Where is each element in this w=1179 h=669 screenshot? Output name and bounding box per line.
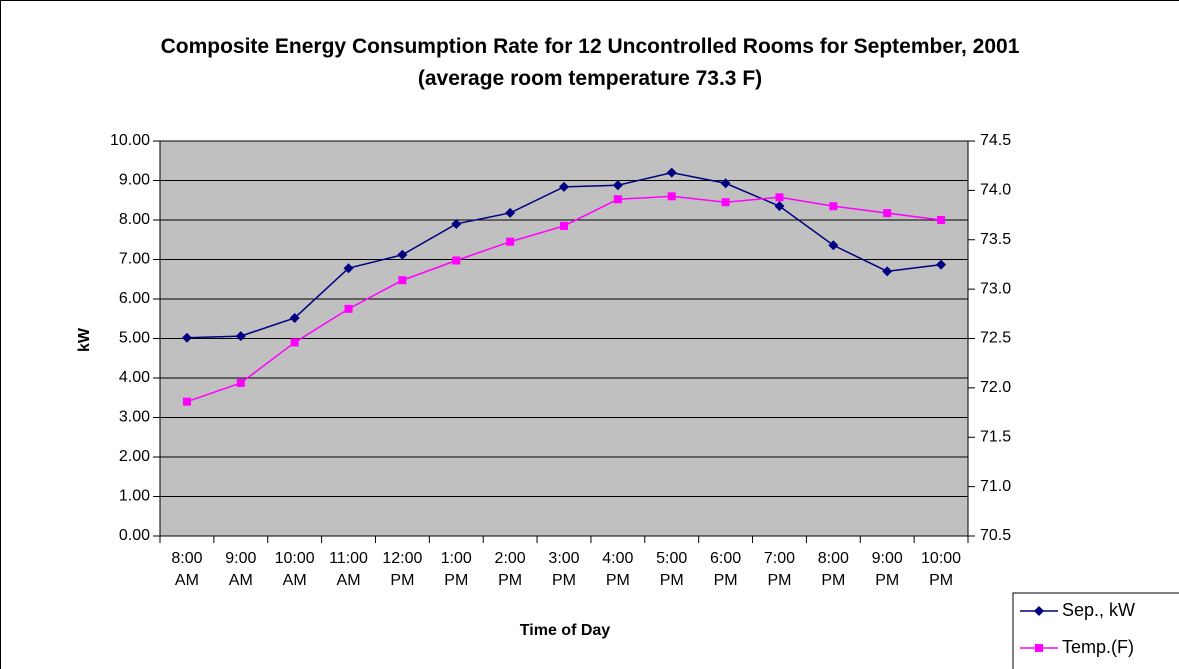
x-tick-label: 2:00 PM xyxy=(494,550,526,589)
x-tick-label: 11:00 AM xyxy=(329,550,368,589)
x-tick-label: 4:00 PM xyxy=(602,550,634,589)
data-point xyxy=(720,178,731,189)
y-tick-label: 4.00 xyxy=(119,369,150,386)
x-tick-label: 3:00 PM xyxy=(548,550,580,589)
y-tick-label: 6.00 xyxy=(119,290,150,307)
data-point xyxy=(667,192,676,201)
legend-label: Sep., kW xyxy=(1062,600,1135,620)
y2-tick-label: 70.5 xyxy=(980,527,1011,544)
data-point xyxy=(397,249,408,260)
y-tick-label: 2.00 xyxy=(119,448,150,465)
y-tick-label: 1.00 xyxy=(119,488,150,505)
data-point xyxy=(289,312,300,323)
data-point xyxy=(666,167,677,178)
x-axis-title: Time of Day xyxy=(520,622,611,639)
y-tick-label: 10.00 xyxy=(110,132,150,149)
y2-tick-label: 71.5 xyxy=(980,428,1011,445)
data-point xyxy=(290,338,299,347)
data-point xyxy=(883,209,892,218)
legend-box xyxy=(1012,592,1179,669)
x-tick-label: 5:00 PM xyxy=(656,550,688,589)
data-point xyxy=(181,332,192,343)
x-tick-label: 10:00 PM xyxy=(921,550,962,589)
data-point xyxy=(612,180,623,191)
data-point xyxy=(936,259,947,270)
x-tick-label: 8:00 PM xyxy=(817,550,849,589)
data-point xyxy=(559,181,569,192)
y-tick-label: 0.00 xyxy=(119,527,150,544)
y-tick-label: 8.00 xyxy=(119,211,150,228)
data-point xyxy=(452,256,461,265)
data-point xyxy=(829,202,838,211)
x-tick-label: 7:00 PM xyxy=(763,550,796,589)
y-tick-label: 9.00 xyxy=(119,172,150,189)
data-point xyxy=(506,237,515,246)
chart-title: Composite Energy Consumption Rate for 12… xyxy=(160,35,1020,90)
data-point xyxy=(937,216,946,224)
x-tick-label: 8:00 AM xyxy=(171,550,203,589)
data-point xyxy=(398,276,407,285)
data-point xyxy=(344,304,353,313)
x-tick-label: 6:00 PM xyxy=(710,550,742,589)
data-point xyxy=(721,198,730,207)
y-tick-label: 7.00 xyxy=(119,251,150,268)
x-tick-label: 9:00 PM xyxy=(871,550,903,589)
data-point xyxy=(451,218,462,229)
data-point xyxy=(182,397,191,406)
data-point xyxy=(828,240,839,251)
data-point xyxy=(235,331,246,342)
y2-tick-label: 72.0 xyxy=(980,379,1011,396)
x-tick-label: 12:00 PM xyxy=(382,550,423,589)
y2-tick-label: 73.5 xyxy=(980,231,1011,248)
y2-tick-label: 73.0 xyxy=(980,280,1011,297)
data-point xyxy=(343,263,354,274)
y-tick-label: 5.00 xyxy=(119,330,150,347)
y2-tick-label: 72.5 xyxy=(980,330,1011,347)
y2-tick-label: 74.0 xyxy=(980,182,1011,199)
legend-label: Temp.(F) xyxy=(1062,637,1134,657)
x-tick-label: 1:00 PM xyxy=(440,550,472,589)
data-point xyxy=(775,193,784,202)
data-point xyxy=(882,266,893,277)
y2-tick-label: 74.5 xyxy=(980,132,1011,149)
x-tick-label: 10:00 AM xyxy=(274,550,315,589)
data-point xyxy=(505,207,516,218)
data-point xyxy=(236,378,245,387)
data-point xyxy=(774,201,785,212)
y-tick-label: 3.00 xyxy=(119,409,150,426)
legend-marker xyxy=(1035,644,1043,652)
y-axis-title: kW xyxy=(76,327,93,352)
data-point xyxy=(613,195,622,204)
x-tick-label: 9:00 AM xyxy=(225,550,257,589)
data-point xyxy=(560,221,568,230)
legend-marker xyxy=(1034,606,1044,616)
y2-tick-label: 71.0 xyxy=(980,478,1011,495)
